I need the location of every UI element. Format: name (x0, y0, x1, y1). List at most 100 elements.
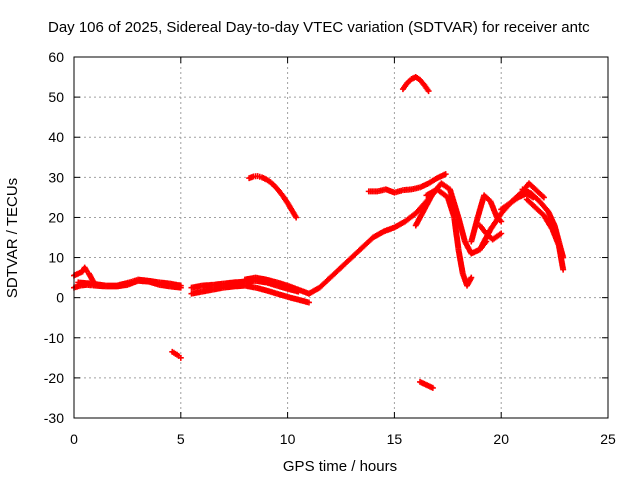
marker-trail (482, 193, 493, 204)
marker-trail (533, 187, 546, 200)
y-tick-label: -20 (44, 370, 64, 386)
marker-trail (285, 201, 294, 212)
data-point (560, 266, 567, 273)
marker-trail (537, 199, 551, 214)
x-tick-label: 0 (70, 431, 78, 447)
series-fall-21-23h-b (523, 196, 567, 273)
x-tick-label: 15 (387, 431, 403, 447)
y-tick-label: 50 (48, 89, 64, 105)
series-loop-20-21h (498, 190, 537, 213)
marker-trail (477, 223, 489, 236)
marker-trail (349, 245, 365, 260)
x-tick-label: 10 (280, 431, 296, 447)
marker-trail (422, 83, 431, 93)
data-point (540, 194, 547, 201)
series-layer (71, 74, 567, 391)
series-arc-5-10h-mid (188, 282, 312, 306)
marker-trail (427, 383, 435, 391)
data-point (429, 384, 436, 391)
marker-trail (525, 197, 538, 210)
data-point (498, 230, 505, 237)
marker-trail (447, 187, 461, 219)
y-tick-label: 10 (48, 250, 64, 266)
x-axis-label: GPS time / hours (283, 458, 397, 475)
series-neg-17h (417, 378, 436, 391)
y-tick-label: -10 (44, 330, 64, 346)
marker-trail (72, 271, 80, 278)
y-axis-label: SDTVAR / TECUs (4, 178, 21, 298)
marker-trail (475, 193, 487, 219)
series-flat-14-17h (365, 171, 449, 196)
marker-trail (82, 265, 90, 274)
marker-trail (260, 175, 268, 182)
data-point (305, 299, 312, 306)
marker-trail (277, 189, 286, 199)
x-tick-label: 5 (177, 431, 185, 447)
marker-trail (455, 248, 466, 276)
marker-trail (289, 208, 299, 219)
marker-trail (401, 81, 410, 91)
marker-trail (414, 75, 422, 82)
chart-title: Day 106 of 2025, Sidereal Day-to-day VTE… (48, 19, 590, 36)
data-point (468, 274, 475, 281)
marker-trail (72, 283, 82, 291)
marker-trail (339, 255, 354, 270)
series-curve-16-19h-low (423, 186, 475, 289)
marker-trail (268, 180, 277, 188)
marker-trail (360, 235, 375, 250)
marker-trail (328, 265, 343, 280)
marker-trail (409, 74, 418, 82)
marker-trail (264, 177, 273, 185)
grid-lines (74, 57, 608, 418)
y-tick-label: -30 (44, 410, 64, 426)
axis-ticks: -30 -20 -10 0 10 20 30 40 50 60 0 5 10 15 20 25 (44, 49, 616, 447)
marker-trail (272, 184, 281, 193)
marker-trail (439, 181, 452, 192)
marker-trail (405, 77, 414, 85)
marker-trail (550, 227, 562, 248)
marker-trail (468, 215, 481, 243)
data-point (177, 354, 184, 361)
series-arc-0-5h-b (75, 276, 184, 289)
series-arc-8-10h-high (246, 173, 300, 221)
series-loop-19-20h (468, 192, 505, 245)
marker-trail (418, 379, 426, 387)
x-tick-label: 25 (600, 431, 616, 447)
marker-trail (403, 211, 418, 224)
y-tick-label: 30 (48, 169, 64, 185)
marker-trail (422, 381, 431, 389)
marker-trail (491, 231, 503, 242)
marker-trail (499, 201, 512, 212)
marker-trail (445, 195, 457, 219)
marker-trail (451, 216, 462, 251)
series-peak-16h (399, 74, 432, 95)
marker-trail (477, 227, 493, 252)
y-tick-label: 60 (48, 49, 64, 65)
plot-frame (73, 56, 609, 419)
marker-trail (422, 191, 436, 212)
y-tick-label: 20 (48, 209, 64, 225)
marker-trail (76, 269, 85, 276)
x-tick-label: 20 (493, 431, 509, 447)
y-tick-label: 0 (56, 290, 64, 306)
marker-trail (247, 174, 255, 181)
data-point (498, 218, 505, 225)
data-point (425, 88, 432, 95)
marker-trail (427, 176, 439, 186)
marker-trail (435, 187, 450, 200)
data-point (177, 282, 184, 289)
data-point (442, 171, 449, 178)
marker-trail (86, 271, 94, 280)
marker-trail (533, 205, 546, 218)
series-neg-blip-5h (169, 348, 184, 361)
marker-trail (317, 275, 333, 290)
data-point (293, 214, 300, 221)
y-tick-label: 40 (48, 129, 64, 145)
series-rise-11-17h (305, 186, 441, 297)
marker-trail (488, 211, 504, 232)
marker-trail (527, 181, 538, 192)
marker-trail (541, 213, 555, 232)
marker-trail (88, 275, 96, 284)
marker-trail (455, 215, 468, 243)
